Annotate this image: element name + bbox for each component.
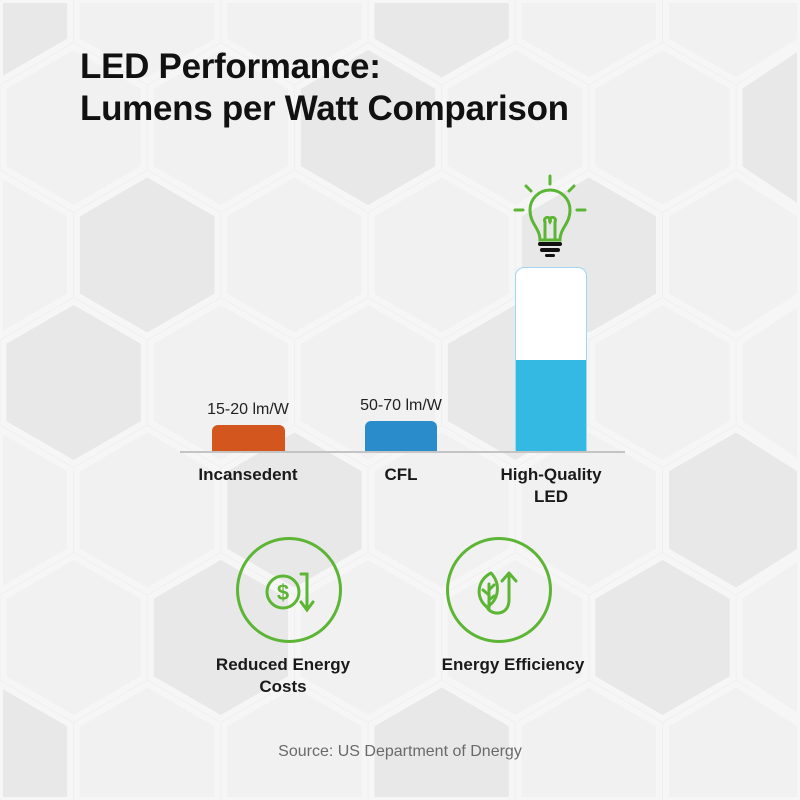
- benefit-label-efficiency: Energy Efficiency: [403, 654, 623, 676]
- x-axis-line: [180, 451, 625, 453]
- background-hexagon: [663, 170, 800, 340]
- background-hexagon: [515, 680, 662, 800]
- background-hexagon: [663, 425, 800, 595]
- benefit-reduced-costs-ring: $: [236, 537, 342, 643]
- background-hexagon: [147, 43, 294, 212]
- value-label-cfl: 50-70 lm/W: [360, 397, 442, 414]
- leaf-up-arrow-icon: [477, 571, 518, 615]
- source-note: Source: US Department of Dnergy: [278, 743, 522, 760]
- background-hexagon: [0, 680, 74, 800]
- background-hexagon: [74, 680, 221, 800]
- background-hexagon: [736, 552, 800, 723]
- background-hexagon: [0, 43, 147, 212]
- background-hexagon: [589, 43, 736, 212]
- background-hexagon: [663, 680, 800, 800]
- background-hexagon: [221, 170, 368, 340]
- background-hexagon: [74, 170, 221, 340]
- background-hexagon: [0, 170, 74, 340]
- benefit-label-line: Energy Efficiency: [441, 655, 585, 674]
- background-hexagon: [0, 0, 74, 85]
- title-line-1: LED Performance:: [80, 47, 381, 86]
- background-hexagon: [442, 43, 589, 212]
- background-hexagon: [368, 170, 515, 340]
- dollar-down-arrow-icon: $: [265, 572, 315, 613]
- bar-led-fill: [516, 360, 586, 452]
- background-hexagon: [0, 425, 74, 595]
- background-hexagon: [368, 680, 515, 800]
- benefit-efficiency-ring: [446, 537, 552, 643]
- background-hexagon: [74, 425, 221, 595]
- background-hexagon: [589, 298, 736, 467]
- background-hexagon: [736, 42, 800, 213]
- category-label-led: High-Quality LED: [461, 464, 641, 508]
- background-hexagon: [663, 0, 800, 85]
- background-hexagon: [368, 0, 515, 85]
- background-hexagon: [221, 0, 368, 85]
- background-hexagon: [589, 553, 736, 722]
- title-line-2: Lumens per Watt Comparison: [80, 89, 569, 128]
- page-title: LED Performance: Lumens per Watt Compari…: [80, 46, 569, 130]
- bar-led: [515, 267, 587, 452]
- category-label-led-text: High-Quality LED: [500, 465, 602, 506]
- value-label-incandescent: 15-20 lm/W: [207, 401, 289, 418]
- background-hexagon: [294, 43, 442, 212]
- category-label-incandescent: Incansedent: [198, 465, 298, 484]
- svg-text:$: $: [277, 580, 289, 605]
- category-label-cfl: CFL: [384, 465, 418, 484]
- background-hexagon: [147, 298, 294, 467]
- benefit-label-line: Costs: [259, 677, 307, 696]
- background-hexagon: [74, 0, 221, 85]
- lightbulb-icon: [513, 174, 587, 257]
- background-hexagon: [221, 680, 368, 800]
- background-hexagon: [736, 297, 800, 468]
- background-hexagon: [0, 298, 147, 467]
- bar-incandescent: [212, 425, 285, 451]
- background-hexagon: [515, 0, 662, 85]
- benefit-label-reduced-costs: Reduced Energy Costs: [173, 654, 393, 698]
- background-hexagon: [0, 553, 147, 722]
- bar-cfl: [365, 421, 437, 451]
- benefit-label-line: Reduced Energy: [215, 655, 351, 674]
